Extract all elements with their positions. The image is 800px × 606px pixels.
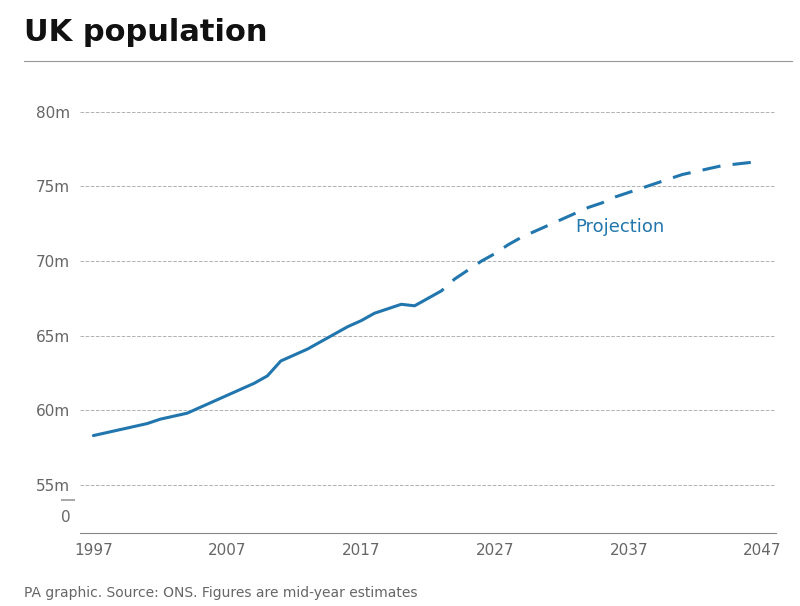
Text: Projection: Projection bbox=[575, 218, 665, 236]
Text: PA graphic. Source: ONS. Figures are mid-year estimates: PA graphic. Source: ONS. Figures are mid… bbox=[24, 586, 418, 600]
Text: UK population: UK population bbox=[24, 18, 267, 47]
